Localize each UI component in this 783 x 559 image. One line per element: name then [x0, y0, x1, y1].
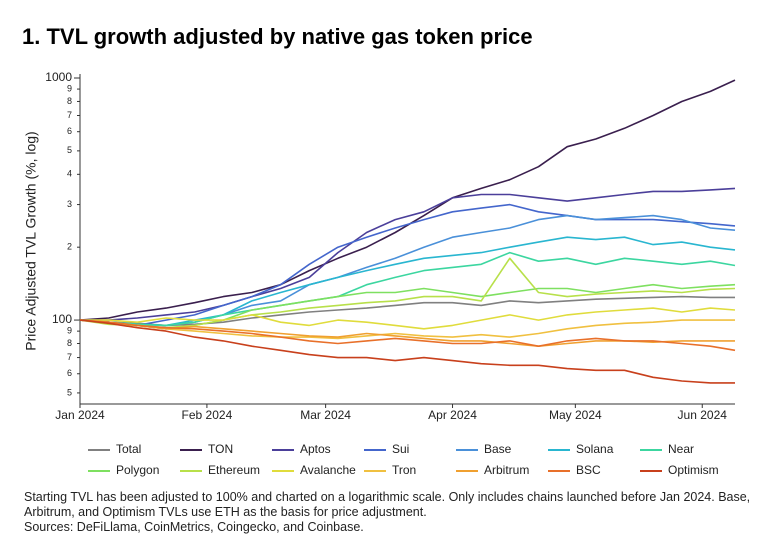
- series-line: [79, 319, 735, 340]
- chart-title: 1. TVL growth adjusted by native gas tok…: [22, 24, 533, 49]
- y-tick-label: 3: [67, 199, 72, 209]
- series-line: [79, 251, 736, 327]
- x-tick-label: Mar 2024: [300, 408, 351, 422]
- y-tick-label: 8: [67, 96, 72, 106]
- legend-label: Solana: [576, 442, 614, 456]
- y-tick-label: 6: [67, 368, 72, 378]
- y-tick-label: 2: [67, 242, 72, 252]
- legend-label: BSC: [576, 463, 601, 477]
- y-tick-label: 9: [67, 83, 72, 93]
- legend-label: Ethereum: [208, 463, 260, 477]
- footnote-block: Starting TVL has been adjusted to 100% a…: [24, 490, 769, 535]
- y-tick-label: 1000: [45, 70, 72, 84]
- legend-label: Sui: [392, 442, 409, 456]
- series-line: [79, 236, 736, 327]
- legend-label: Total: [116, 442, 141, 456]
- y-tick-label: 100: [52, 312, 72, 326]
- footnote: Starting TVL has been adjusted to 100% a…: [24, 490, 751, 519]
- legend-label: Avalanche: [300, 463, 356, 477]
- series-line: [79, 79, 736, 321]
- x-tick-label: May 2024: [549, 408, 602, 422]
- x-tick-label: Jun 2024: [678, 408, 728, 422]
- legend-label: Optimism: [668, 463, 719, 477]
- series-line: [80, 307, 736, 330]
- legend-label: Aptos: [300, 442, 331, 456]
- series-line: [79, 257, 736, 329]
- x-tick-label: Apr 2024: [428, 408, 477, 422]
- series-line: [79, 203, 736, 327]
- legend-label: Arbitrum: [484, 463, 529, 477]
- legend-label: Tron: [392, 463, 416, 477]
- y-tick-label: 6: [67, 126, 72, 136]
- x-tick-label: Jan 2024: [55, 408, 105, 422]
- legend-label: Polygon: [116, 463, 159, 477]
- y-tick-label: 8: [67, 338, 72, 348]
- y-axis-label: Price Adjusted TVL Growth (%, log): [23, 131, 39, 350]
- legend-label: Near: [668, 442, 694, 456]
- y-tick-label: 7: [67, 352, 72, 362]
- y-tick-label: 7: [67, 110, 72, 120]
- y-tick-label: 5: [67, 145, 72, 155]
- series-line: [79, 319, 736, 352]
- sources: Sources: DeFiLlama, CoinMetrics, Coingec…: [24, 520, 364, 534]
- legend-label: Base: [484, 442, 512, 456]
- x-tick-label: Feb 2024: [182, 408, 233, 422]
- y-tick-label: 9: [67, 326, 72, 336]
- legend-label: TON: [208, 442, 233, 456]
- chart: 1. TVL growth adjusted by native gas tok…: [22, 24, 736, 477]
- y-tick-label: 5: [67, 387, 72, 397]
- series-line: [80, 187, 736, 321]
- y-tick-label: 4: [67, 169, 72, 179]
- series-line: [79, 319, 735, 384]
- series-line: [79, 295, 735, 327]
